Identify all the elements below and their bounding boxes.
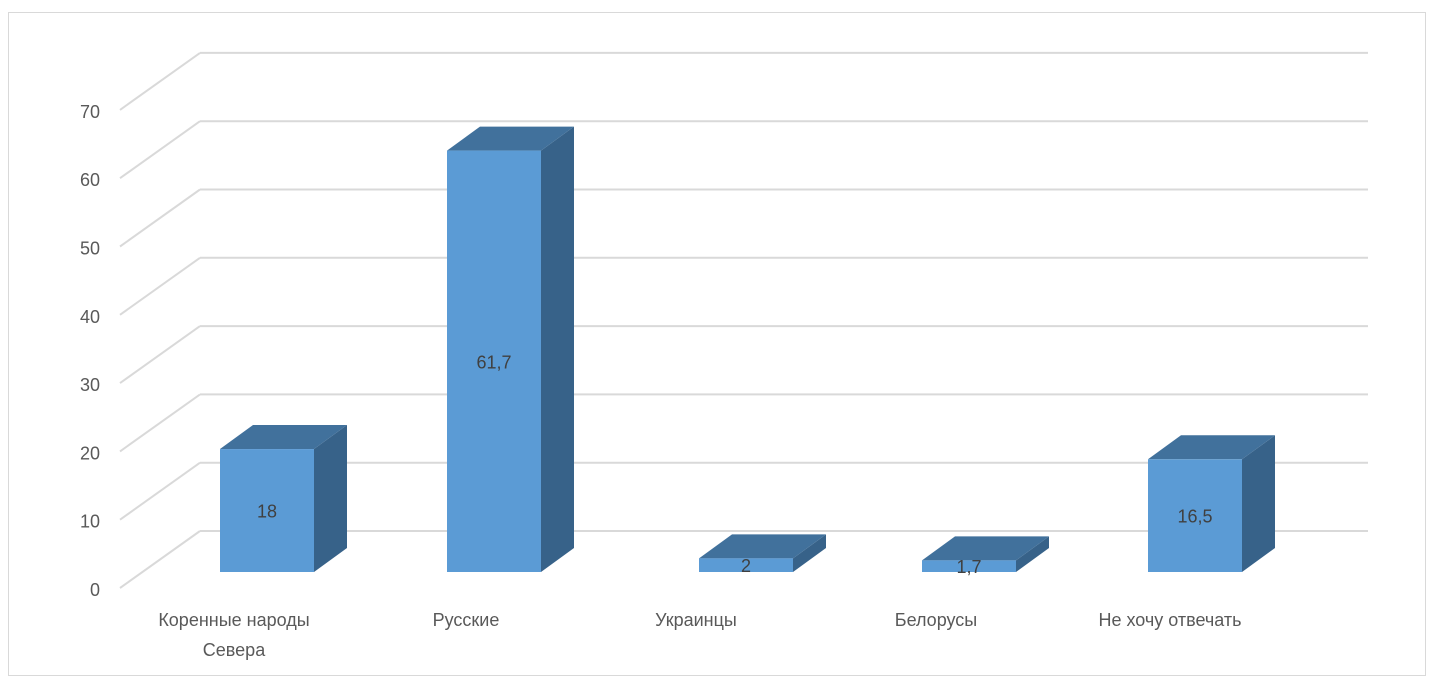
x-axis-labels: Коренные народы Севера Русские Украинцы Бело… xyxy=(158,610,1241,660)
gridline-60 xyxy=(119,120,1368,180)
x-tick-label-1: Коренные народы Севера xyxy=(158,610,309,660)
y-tick-label-30: 30 xyxy=(80,375,100,395)
x-tick-label-5: Не хочу отвечать xyxy=(1098,610,1241,630)
bar-3: 2 xyxy=(699,534,826,576)
data-label-1: 18 xyxy=(257,502,277,522)
y-axis-ticks: 0 10 20 30 40 50 60 70 xyxy=(80,102,100,600)
x-tick-label-3: Украинцы xyxy=(655,610,737,630)
bar-4: 1,7 xyxy=(922,536,1049,577)
gridline-50 xyxy=(119,188,1368,248)
data-label-3: 2 xyxy=(741,556,751,576)
bar-5: 16,5 xyxy=(1148,435,1275,572)
gridline-20 xyxy=(119,393,1368,453)
gridline-70 xyxy=(119,51,1368,111)
y-tick-label-60: 60 xyxy=(80,170,100,190)
data-label-4: 1,7 xyxy=(956,557,981,577)
y-tick-label-20: 20 xyxy=(80,443,100,463)
y-tick-label-40: 40 xyxy=(80,307,100,327)
gridlines xyxy=(119,51,1368,589)
bar-1: 18 xyxy=(220,425,347,572)
y-tick-label-70: 70 xyxy=(80,102,100,122)
bar-2: 61,7 xyxy=(447,126,574,573)
gridline-30 xyxy=(119,325,1368,384)
y-tick-label-0: 0 xyxy=(90,580,100,600)
y-tick-label-10: 10 xyxy=(80,512,100,532)
x-tick-label-2: Русские xyxy=(433,610,500,630)
data-label-2: 61,7 xyxy=(476,352,511,372)
data-label-5: 16,5 xyxy=(1177,507,1212,527)
y-tick-label-50: 50 xyxy=(80,239,100,259)
gridline-40 xyxy=(119,256,1368,316)
bars: 18 61,7 2 1,7 16,5 xyxy=(220,126,1275,577)
x-tick-label-4: Белорусы xyxy=(895,610,978,630)
